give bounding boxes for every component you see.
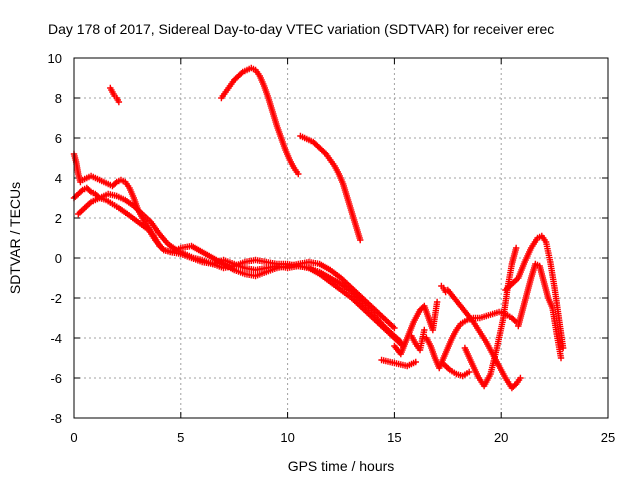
series-arc1 xyxy=(70,150,405,346)
y-tick-label: 10 xyxy=(48,51,62,66)
data-point xyxy=(465,368,473,376)
x-tick-label: 0 xyxy=(70,430,77,445)
data-point xyxy=(511,382,518,389)
data-point xyxy=(321,149,328,156)
data-point xyxy=(412,358,419,366)
data-point xyxy=(86,187,93,194)
x-tick-label: 5 xyxy=(177,430,184,445)
series-arc6 xyxy=(297,132,364,244)
plot-frame xyxy=(73,57,609,419)
series-arc10 xyxy=(444,286,524,392)
data-point xyxy=(77,188,85,195)
x-tick-label: 25 xyxy=(601,430,615,445)
chart-title: Day 178 of 2017, Sidereal Day-to-day VTE… xyxy=(48,21,554,37)
data-point xyxy=(112,180,119,187)
series-arc7 xyxy=(391,298,441,358)
y-tick-label: -6 xyxy=(50,371,62,386)
y-tick-label: 6 xyxy=(55,131,62,146)
series-arc14 xyxy=(408,326,428,354)
data-point xyxy=(442,288,449,296)
data-point xyxy=(433,298,441,306)
data-point xyxy=(115,98,123,106)
series-arc13 xyxy=(502,232,567,352)
data-point xyxy=(421,326,428,334)
series-arc8 xyxy=(378,356,419,370)
data-point xyxy=(357,236,364,244)
series-arc16 xyxy=(440,360,473,380)
x-tick-label: 20 xyxy=(494,430,508,445)
y-tick-label: 8 xyxy=(55,91,62,106)
y-axis-label: SDTVAR / TECUs xyxy=(7,182,23,294)
series-arc4 xyxy=(107,84,123,106)
x-tick-label: 15 xyxy=(387,430,401,445)
y-tick-label: -8 xyxy=(50,411,62,426)
y-tick-label: 2 xyxy=(55,211,62,226)
data-point xyxy=(517,374,524,382)
data-point xyxy=(295,170,302,178)
y-tick-label: -4 xyxy=(50,331,62,346)
data-point xyxy=(391,324,398,332)
y-tick-label: 0 xyxy=(55,251,62,266)
data-point xyxy=(557,354,565,362)
x-axis-label: GPS time / hours xyxy=(288,458,395,474)
y-axis-ticks: -8 -6 -4 -2 0 2 4 6 8 10 xyxy=(48,51,608,426)
y-tick-label: 4 xyxy=(55,171,62,186)
data-point xyxy=(512,244,520,252)
x-tick-label: 10 xyxy=(280,430,294,445)
series-arc12 xyxy=(515,260,565,362)
x-axis-ticks: 0 5 10 15 20 25 xyxy=(70,58,615,445)
data-point xyxy=(238,70,245,77)
data-point xyxy=(559,344,567,352)
series-arc11 xyxy=(461,244,520,390)
series-arc15 xyxy=(438,282,449,296)
series-arc5 xyxy=(218,64,302,178)
data-points xyxy=(70,64,567,392)
y-tick-label: -2 xyxy=(50,291,62,306)
series-arc3 xyxy=(75,190,407,350)
